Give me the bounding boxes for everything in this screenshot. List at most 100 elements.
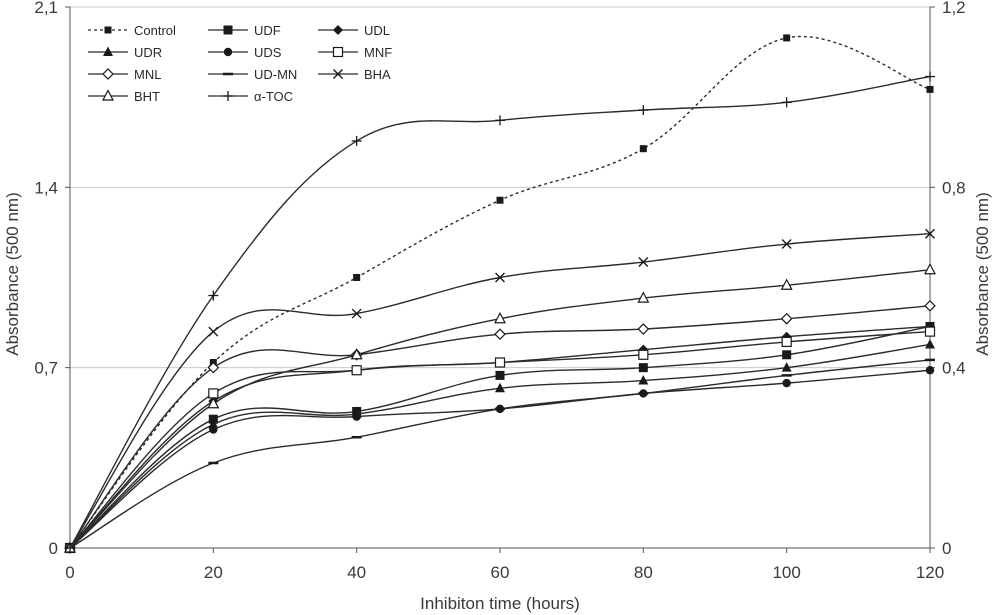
data-point (637, 291, 650, 303)
data-point (638, 257, 649, 268)
data-point (637, 323, 650, 335)
data-point (925, 71, 935, 82)
legend-label: UDR (134, 45, 162, 60)
legend-item: UDS (208, 45, 282, 60)
y-tick-label: 0,7 (34, 359, 58, 378)
legend-marker (104, 26, 112, 34)
legend-item: UD-MN (208, 67, 297, 82)
y-axis-title: Absorbance (500 nm) (3, 192, 22, 355)
data-point (781, 362, 792, 372)
legend-item: Control (88, 23, 176, 38)
data-point (925, 228, 935, 239)
legend-item: UDF (208, 23, 281, 38)
data-point (494, 311, 506, 324)
y-tick-label: 2,1 (34, 0, 58, 17)
data-point (353, 274, 361, 281)
data-point (352, 412, 361, 421)
legend-item: α-TOC (208, 89, 293, 104)
data-point (638, 363, 648, 373)
data-point (350, 347, 363, 360)
data-point (495, 115, 505, 126)
data-point (924, 262, 936, 275)
legend-label: α-TOC (254, 89, 293, 104)
data-point (65, 543, 75, 553)
series-udl (65, 321, 935, 553)
legend-label: UDF (254, 23, 281, 38)
legend-label: MNL (134, 67, 161, 82)
legend-marker (333, 25, 343, 35)
y2-tick-label: 0 (942, 539, 951, 558)
legend-label: BHT (134, 89, 160, 104)
axes: 0 00,7 0,41,4 0,82,1 1,20 20 40 60 80 100 120 (34, 0, 965, 582)
data-point (781, 97, 792, 108)
data-point (639, 145, 647, 153)
y2-tick-label: 1,2 (942, 0, 966, 17)
data-point (208, 290, 219, 301)
series-mnl (64, 299, 936, 554)
y2-axis-title: Absorbance (500 nm) (973, 192, 992, 355)
legend: Control UDF UDL UDR UDS MNF MNL UD-MN BHA BHT α-TO… (88, 23, 392, 104)
series-lines (64, 34, 936, 554)
data-point (925, 366, 935, 375)
legend-marker (333, 69, 343, 79)
series-control (66, 34, 934, 552)
data-point (207, 396, 220, 409)
data-point (351, 308, 362, 319)
data-point (496, 196, 504, 204)
data-point (782, 378, 791, 388)
x-tick-label: 0 (65, 563, 74, 582)
y2-tick-label: 0,8 (942, 178, 966, 197)
x-tick-label: 100 (772, 563, 800, 582)
series-line (69, 369, 931, 549)
series--toc (65, 71, 935, 553)
legend-label: UD-MN (254, 67, 297, 82)
data-point (782, 350, 792, 360)
x-tick-label: 20 (204, 563, 223, 582)
data-point (924, 326, 936, 337)
data-point (925, 338, 935, 349)
legend-marker (332, 46, 344, 58)
legend-item: BHA (318, 67, 391, 82)
legend-item: BHT (88, 89, 160, 104)
data-point (208, 388, 219, 399)
data-point (495, 272, 505, 283)
legend-item: MNF (318, 45, 392, 60)
x-tick-label: 120 (916, 563, 944, 582)
data-point (924, 299, 936, 312)
data-point (209, 425, 218, 434)
legend-marker (223, 47, 233, 57)
legend-label: UDL (364, 23, 390, 38)
series-mnf (64, 326, 936, 554)
series-uds (65, 366, 935, 553)
legend-label: BHA (364, 67, 391, 82)
x-tick-label: 40 (347, 563, 366, 582)
data-point (351, 365, 362, 376)
data-point (351, 135, 362, 146)
legend-marker (102, 68, 114, 80)
data-point (638, 375, 649, 385)
data-point (781, 336, 792, 348)
y2-tick-label: 0,4 (942, 359, 966, 378)
data-point (495, 382, 505, 393)
y-tick-label: 0 (49, 539, 58, 558)
data-point (926, 85, 934, 93)
data-point (638, 105, 649, 116)
legend-item: MNL (88, 67, 161, 82)
data-point (781, 239, 792, 250)
series-bha (65, 228, 935, 553)
legend-item: UDR (88, 45, 162, 60)
data-point (494, 357, 506, 368)
data-point (780, 278, 793, 290)
data-point (494, 328, 506, 341)
data-point (208, 326, 219, 337)
data-point (208, 418, 219, 429)
data-point (207, 361, 220, 374)
data-point (495, 370, 505, 380)
x-tick-label: 60 (491, 563, 510, 582)
series-line (69, 233, 931, 549)
legend-marker (103, 46, 113, 56)
series-line (69, 35, 931, 549)
data-point (638, 349, 649, 360)
series-udf (65, 321, 935, 553)
